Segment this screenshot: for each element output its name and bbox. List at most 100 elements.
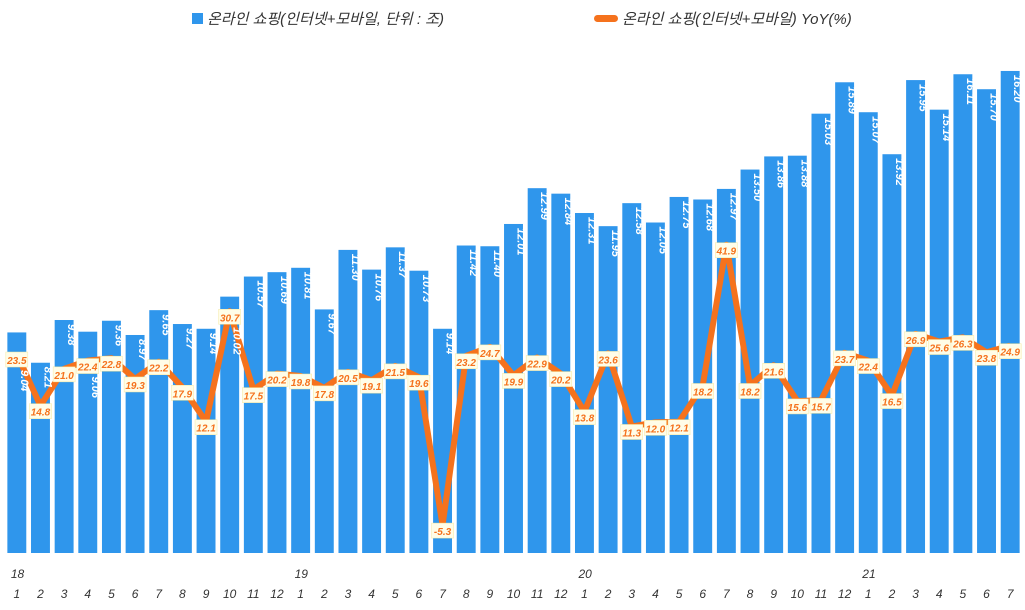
yoy-label-box — [29, 403, 52, 419]
yoy-value-label: 24.7 — [479, 349, 500, 360]
bar — [787, 155, 807, 553]
x-tick-label: 3 — [628, 587, 635, 601]
yoy-value-label: 19.3 — [125, 381, 145, 392]
bar — [149, 310, 169, 553]
yoy-value-label: 26.3 — [952, 339, 973, 350]
yoy-value-label: 12.1 — [669, 424, 689, 435]
x-tick-label: 8 — [463, 587, 470, 601]
bar-value-label: 15.70 — [988, 93, 1000, 121]
bar-value-label: 9.06 — [89, 377, 101, 399]
yoy-value-label: 12.1 — [196, 424, 216, 435]
yoy-value-label: 19.1 — [362, 382, 382, 393]
bar-value-label: 8.97 — [136, 339, 148, 361]
yoy-label-box — [620, 424, 644, 440]
yoy-label-box — [667, 419, 691, 435]
bar-value-label: 12.97 — [727, 193, 739, 221]
bar-value-label: 11.95 — [609, 230, 621, 258]
yoy-label-box — [904, 331, 927, 348]
yoy-label-box — [549, 371, 573, 387]
bar-value-label: 9.38 — [65, 324, 77, 346]
x-tick-label: 1 — [297, 587, 304, 601]
legend-item-bar: 온라인 쇼핑(인터넷+모바일, 단위 : 조) — [192, 8, 444, 29]
yoy-label-box — [809, 398, 833, 414]
x-tick-label: 2 — [320, 587, 328, 601]
yoy-label-box — [289, 373, 312, 390]
yoy-label-box — [76, 358, 100, 374]
year-label: 20 — [577, 567, 592, 581]
bar — [858, 112, 878, 553]
bar-value-label: 13.92 — [893, 158, 905, 186]
bar-value-label: 10.57 — [254, 281, 266, 309]
bar-value-label: 11.30 — [349, 254, 361, 282]
legend-swatch-line — [594, 15, 618, 22]
yoy-label-box — [52, 366, 76, 383]
legend-label-line: 온라인 쇼핑(인터넷+모바일) YoY(%) — [622, 11, 852, 28]
bar-value-label: 12.58 — [633, 207, 645, 235]
yoy-value-label: 41.9 — [716, 247, 737, 258]
bar — [78, 331, 98, 553]
yoy-label-box — [100, 355, 123, 372]
yoy-value-label: 21.0 — [53, 371, 74, 382]
bar-value-label: 15.95 — [917, 84, 929, 112]
x-tick-label: 12 — [838, 587, 852, 601]
yoy-value-label: 17.5 — [244, 392, 264, 403]
bar — [362, 269, 382, 553]
bar — [409, 270, 429, 553]
x-tick-label: 6 — [132, 587, 139, 601]
yoy-label-box — [383, 363, 407, 380]
x-tick-label: 11 — [247, 587, 259, 601]
x-tick-label: 6 — [416, 587, 423, 601]
yoy-label-box — [715, 242, 738, 258]
bar-value-label: 10.81 — [302, 272, 314, 300]
yoy-value-label: 18.2 — [693, 387, 713, 398]
yoy-value-label: 23.6 — [597, 355, 618, 366]
bar-value-label: 9.36 — [112, 325, 124, 347]
x-tick-label: 4 — [936, 587, 943, 601]
bar-value-label: 15.14 — [940, 114, 952, 142]
bar — [574, 213, 594, 554]
yoy-value-label: 11.3 — [622, 428, 641, 439]
bar-value-label: 12.75 — [680, 201, 692, 229]
bar-value-label: 10.69 — [278, 276, 290, 304]
yoy-label-box — [242, 387, 265, 403]
bar-value-label: 15.03 — [822, 118, 834, 146]
x-tick-label: 12 — [270, 587, 284, 601]
yoy-value-label: 22.9 — [526, 360, 547, 371]
yoy-label-box — [833, 350, 856, 367]
bar-value-label: 13.50 — [751, 174, 763, 202]
yoy-label-box — [786, 398, 809, 415]
bar — [977, 89, 996, 553]
yoy-value-label: 17.9 — [173, 389, 193, 400]
bar — [953, 74, 973, 554]
bar-value-label: 12.68 — [704, 204, 716, 232]
yoy-label-box — [478, 344, 502, 361]
bar — [385, 247, 405, 553]
bar-value-label: 12.31 — [585, 217, 597, 245]
yoy-label-box — [596, 351, 620, 367]
yoy-label-box — [218, 309, 241, 325]
yoy-value-label: 17.8 — [315, 390, 335, 401]
bar-value-label: 9.14 — [207, 333, 219, 354]
bar — [1000, 70, 1020, 553]
yoy-value-label: 19.6 — [409, 379, 429, 390]
x-tick-label: 11 — [815, 587, 827, 601]
yoy-value-label: -5.3 — [434, 527, 452, 538]
year-label: 21 — [861, 567, 875, 581]
legend: 온라인 쇼핑(인터넷+모바일, 단위 : 조) 온라인 쇼핑(인터넷+모바일) … — [0, 8, 1025, 32]
year-label: 18 — [11, 567, 25, 581]
yoy-value-label: 23.5 — [6, 356, 27, 367]
yoy-value-label: 23.7 — [834, 355, 855, 366]
x-tick-label: 7 — [723, 587, 731, 601]
bar — [480, 246, 500, 553]
x-tick-label: 1 — [581, 587, 588, 601]
yoy-value-label: 19.8 — [291, 378, 311, 389]
bar — [456, 245, 476, 553]
yoy-label-box — [313, 385, 336, 402]
x-tick-label: 5 — [108, 587, 115, 601]
yoy-label-box — [857, 358, 880, 374]
x-tick-label: 3 — [912, 587, 919, 601]
bar-value-label: 11.42 — [467, 250, 479, 277]
yoy-label-box — [951, 335, 975, 351]
bar-value-label: 8.21 — [41, 367, 53, 388]
yoy-value-label: 30.7 — [220, 313, 240, 324]
